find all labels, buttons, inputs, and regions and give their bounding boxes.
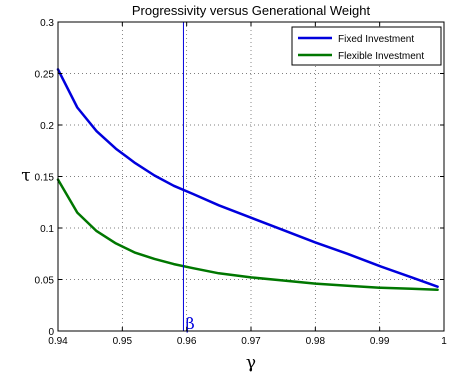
y-tick-label: 0 xyxy=(48,327,54,338)
beta-label: β xyxy=(185,314,194,333)
grid xyxy=(58,22,444,331)
legend-label-fixed-investment: Fixed Investment xyxy=(338,34,414,45)
x-tick-labels: 0.94 0.95 0.96 0.97 0.98 0.99 1 xyxy=(48,336,447,347)
chart-title: Progressivity versus Generational Weight xyxy=(132,3,371,18)
y-tick-label: 0.1 xyxy=(40,224,54,235)
legend: Fixed Investment Flexible Investment xyxy=(291,26,442,66)
y-tick-labels: 0 0.05 0.1 0.15 0.2 0.25 0.3 xyxy=(35,18,55,338)
y-tick-label: 0.25 xyxy=(35,70,55,81)
series-lines xyxy=(56,68,439,292)
y-tick-label: 0.3 xyxy=(40,18,54,29)
x-axis-label: γ xyxy=(246,353,256,373)
y-tick-label: 0.2 xyxy=(40,121,54,132)
x-tick-label: 0.96 xyxy=(177,336,197,347)
y-tick-label: 0.05 xyxy=(35,276,55,287)
y-tick-label: 0.15 xyxy=(35,173,55,184)
x-tick-label: 0.95 xyxy=(113,336,133,347)
reference-line: β xyxy=(182,22,195,333)
y-axis-label: τ xyxy=(21,166,30,186)
x-tick-label: 1 xyxy=(441,336,447,347)
x-tick-label: 0.98 xyxy=(306,336,326,347)
legend-box xyxy=(291,26,442,66)
series-line-fixed-investment xyxy=(56,68,439,288)
x-tick-label: 0.94 xyxy=(48,336,68,347)
legend-label-flexible-investment: Flexible Investment xyxy=(338,51,424,62)
series-line-flexible-investment xyxy=(56,178,439,292)
x-tick-label: 0.97 xyxy=(241,336,261,347)
x-tick-label: 0.99 xyxy=(370,336,390,347)
ticks xyxy=(57,21,445,332)
